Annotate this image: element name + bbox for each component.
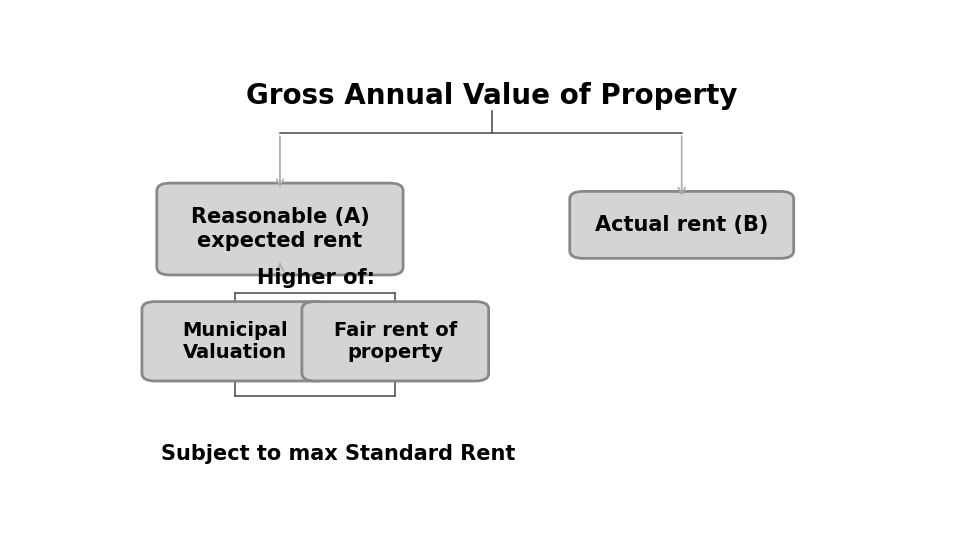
- FancyBboxPatch shape: [569, 191, 794, 258]
- Text: Fair rent of
property: Fair rent of property: [334, 321, 457, 362]
- Text: Gross Annual Value of Property: Gross Annual Value of Property: [247, 82, 737, 110]
- Text: Subject to max Standard Rent: Subject to max Standard Rent: [161, 443, 516, 463]
- Text: Higher of:: Higher of:: [256, 268, 374, 288]
- FancyBboxPatch shape: [156, 183, 403, 275]
- FancyBboxPatch shape: [142, 302, 328, 381]
- Text: Reasonable (A)
expected rent: Reasonable (A) expected rent: [191, 207, 370, 251]
- FancyBboxPatch shape: [301, 302, 489, 381]
- Text: Actual rent (B): Actual rent (B): [595, 215, 768, 235]
- Text: Municipal
Valuation: Municipal Valuation: [182, 321, 288, 362]
